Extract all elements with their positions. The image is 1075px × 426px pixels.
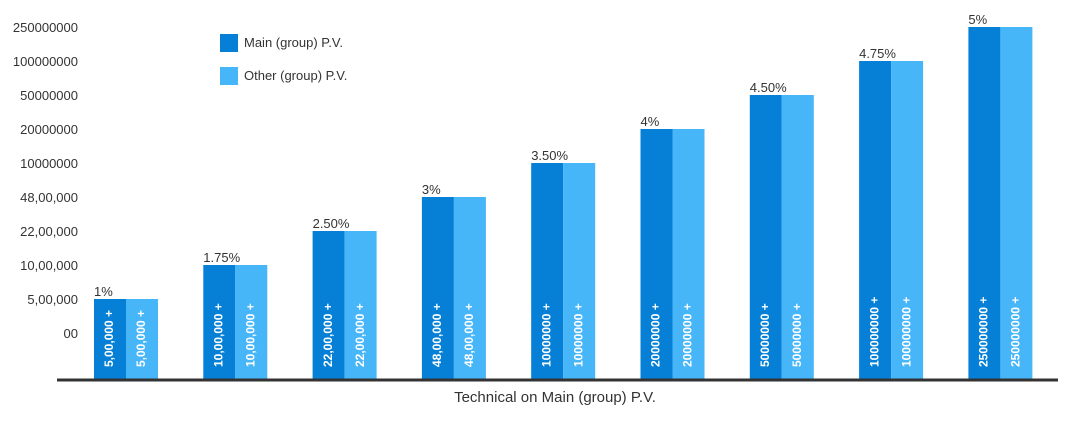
bar-main [94,299,126,379]
bar-main [312,231,345,379]
bar-other [453,197,486,379]
y-tick-label: 250000000 [13,20,78,35]
bar-other [672,129,705,379]
y-tick-label: 10,00,000 [20,258,78,273]
percent-label: 2.50% [313,216,350,231]
y-tick-label: 20000000 [20,122,78,137]
percent-label: 1% [94,284,113,299]
bar-label: 10000000 + [539,303,553,367]
bar-other [891,61,924,379]
y-tick-label: 50000000 [20,88,78,103]
bar-label: 250000000 + [1009,297,1023,367]
bar-label: 100000000 + [899,297,913,367]
percent-label: 1.75% [203,250,240,265]
bar-label: 10000000 + [571,303,585,367]
bar-main [859,61,892,379]
bar-other [235,265,268,379]
y-tick-label: 100000000 [13,54,78,69]
bar-main [421,197,454,379]
bar-label: 50000000 + [758,303,772,367]
bar-label: 20000000 + [649,303,663,367]
bar-main [968,27,1001,379]
percent-label: 5% [968,12,987,27]
y-tick-label: 5,00,000 [27,292,78,307]
bar-label: 50000000 + [790,303,804,367]
percent-label: 4% [641,114,660,129]
bar-main [640,129,673,379]
bar-label: 250000000 + [977,297,991,367]
bar-main [203,265,236,379]
legend-label-other: Other (group) P.V. [244,68,347,83]
percent-label: 3.50% [531,148,568,163]
percent-label: 4.50% [750,80,787,95]
bars: 5,00,000 + 5,00,000 + 1% 10,00,000 + 10,00,0… [94,12,1033,379]
y-tick-label: 48,00,000 [20,190,78,205]
percent-label: 3% [422,182,441,197]
bar-label: 48,00,000 + [462,303,476,367]
legend-label-main: Main (group) P.V. [244,35,343,50]
bar-other [344,231,377,379]
y-tick-label: 22,00,000 [20,224,78,239]
bar-label: 10,00,000 + [243,303,257,367]
legend: Main (group) P.V. Other (group) P.V. [220,34,347,85]
bar-label: 100000000 + [867,297,881,367]
bar-label: 22,00,000 + [353,303,367,367]
bar-other [781,95,814,379]
bar-label: 10,00,000 + [211,303,225,367]
bar-label: 22,00,000 + [321,303,335,367]
legend-swatch-other [220,67,238,85]
x-axis-title: Technical on Main (group) P.V. [454,389,656,406]
bar-label: 20000000 + [681,303,695,367]
bar-label: 5,00,000 + [134,310,148,367]
legend-swatch-main [220,34,238,52]
bar-other [126,299,158,379]
y-tick-label: 00 [64,326,78,341]
percent-label: 4.75% [859,46,896,61]
bar-main [531,163,564,379]
bar-main [749,95,782,379]
bar-other [1000,27,1033,379]
y-axis-ticks: 00 5,00,000 10,00,000 22,00,000 48,00,000 100… [13,20,78,341]
bar-label: 5,00,000 + [102,310,116,367]
y-tick-label: 10000000 [20,156,78,171]
bar-other [563,163,596,379]
bar-label: 48,00,000 + [430,303,444,367]
